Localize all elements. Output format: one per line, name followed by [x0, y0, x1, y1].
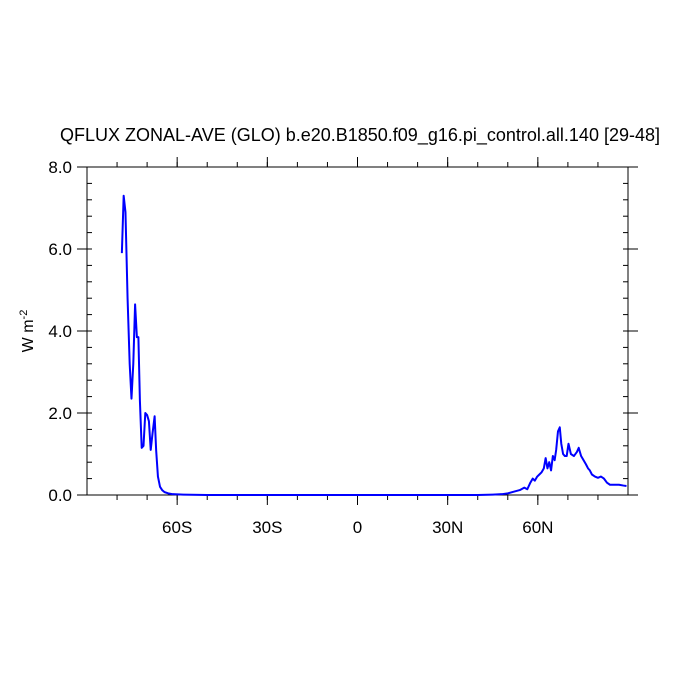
- x-tick-label: 60S: [162, 518, 192, 537]
- y-tick-labels: 0.0 2.0 4.0 6.0 8.0: [48, 158, 72, 505]
- x-tick-label: 60N: [522, 518, 553, 537]
- x-tick-label: 30N: [432, 518, 463, 537]
- y-axis-label-text: W m: [20, 319, 37, 352]
- y-axis-label: W m-2: [18, 310, 37, 353]
- major-ticks: [77, 157, 638, 505]
- y-tick-label: 2.0: [48, 404, 72, 423]
- y-tick-label: 0.0: [48, 486, 72, 505]
- series-line: [120, 194, 627, 496]
- minor-ticks: [87, 162, 628, 500]
- series-layer: [120, 194, 627, 496]
- y-axis-label-superscript: -2: [18, 310, 30, 320]
- x-tick-label: 30S: [252, 518, 282, 537]
- plot-frame: [86, 166, 629, 496]
- x-tick-label: 0: [353, 518, 362, 537]
- y-tick-label: 8.0: [48, 158, 72, 177]
- chart-title: QFLUX ZONAL-AVE (GLO) b.e20.B1850.f09_g1…: [60, 125, 660, 146]
- y-tick-label: 6.0: [48, 240, 72, 259]
- y-tick-label: 4.0: [48, 322, 72, 341]
- x-tick-labels: 60S 30S 0 30N 60N: [162, 518, 553, 537]
